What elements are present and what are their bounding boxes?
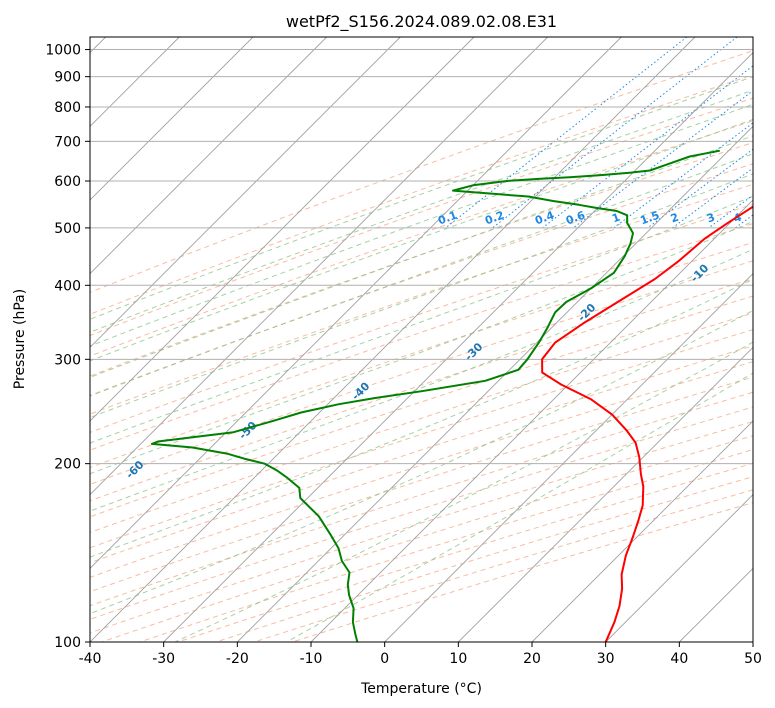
- dry-adiabat: [90, 345, 753, 564]
- dry-adiabat: [90, 74, 753, 315]
- x-tick-label: -10: [300, 651, 323, 667]
- moist-adiabat: [90, 153, 753, 397]
- y-tick-label: 200: [54, 457, 81, 473]
- mixing-ratio-label: 3: [705, 211, 717, 226]
- dry-adiabat: [90, 142, 753, 377]
- mixing-ratio-label: 0.2: [483, 209, 506, 228]
- y-tick-label: 300: [54, 352, 81, 368]
- mixing-ratio-label: 0.4: [533, 208, 556, 227]
- dry-adiabat: [90, 183, 753, 415]
- isotherm-line: [90, 37, 548, 496]
- mixing-ratio-label: 4: [732, 211, 744, 226]
- isotherm-line: [90, 37, 696, 642]
- grid-layer: [90, 37, 753, 642]
- mixing-ratio-line: [672, 167, 753, 229]
- moist-adiabat: [90, 103, 753, 347]
- dewpoint-profile-line: [150, 149, 720, 642]
- isotherm-line: [531, 420, 753, 642]
- x-tick-label: -30: [152, 651, 175, 667]
- y-axis-label: Pressure (hPa): [12, 289, 28, 389]
- isotherm-line: [605, 494, 753, 642]
- dry-adiabat: [90, 241, 753, 469]
- dry-adiabat: [90, 295, 753, 518]
- y-tick-label: 400: [54, 278, 81, 294]
- dry-adiabat: [90, 163, 753, 396]
- dry-adiabat: [90, 391, 753, 607]
- x-tick-label: 50: [744, 651, 762, 667]
- isotherm-line: [90, 37, 327, 275]
- y-tick-label: 500: [54, 221, 81, 237]
- mixing-ratio-label: 1: [610, 211, 622, 226]
- mixing-ratio-label: 0.1: [436, 209, 459, 228]
- moist-adiabat: [90, 89, 753, 333]
- moist-adiabat: [90, 220, 753, 475]
- x-tick-label: -20: [226, 651, 249, 667]
- mixing-ratio-line: [542, 65, 753, 229]
- mixing-ratio-label: 2: [669, 211, 681, 226]
- moist-adiabat: [90, 278, 753, 558]
- isotherm-line: [384, 273, 753, 642]
- x-tick-label: 20: [523, 651, 541, 667]
- y-tick-label: 800: [54, 100, 81, 116]
- dry-adiabat: [90, 329, 753, 549]
- moist-adiabat: [90, 309, 753, 615]
- mixing-ratio-line: [572, 90, 753, 229]
- mixing-ratio-label: 0.6: [564, 208, 587, 227]
- dry-adiabat: [90, 50, 753, 293]
- dry-adiabat: [90, 376, 753, 593]
- plot-frame: [89, 36, 754, 643]
- isotherm-line: [458, 346, 753, 642]
- temperature-profile-line: [541, 205, 753, 642]
- moist-adiabat: [90, 173, 753, 419]
- x-axis-label: Temperature (°C): [360, 681, 482, 697]
- y-tick-label: 100: [54, 635, 81, 651]
- isotherm-line: [90, 37, 622, 569]
- x-tick-label: 40: [670, 651, 688, 667]
- axis-layer: -40 -30 -20 -10 0 10 20 30 40 50 100 200 300 400 500 60…: [45, 43, 762, 667]
- x-tick-label: -40: [79, 651, 102, 667]
- isotherm-line: [163, 52, 753, 642]
- y-tick-label: 1000: [45, 43, 81, 59]
- x-tick-label: 10: [449, 651, 467, 667]
- isotherm-line: [90, 37, 254, 201]
- dry-adiabat: [90, 203, 753, 433]
- x-tick-label: 0: [380, 651, 389, 667]
- x-tick-label: 30: [597, 651, 615, 667]
- y-tick-label: 900: [54, 70, 81, 86]
- chart-title: wetPf2_S156.2024.089.02.08.E31: [286, 12, 557, 32]
- series-layer: [150, 149, 753, 642]
- mixing-ratio-label: 1.5: [638, 209, 661, 228]
- y-tick-label: 600: [54, 174, 81, 190]
- isotherm-line: [90, 37, 401, 348]
- moist-adiabat: [90, 195, 753, 444]
- y-tick-label: 700: [54, 134, 81, 150]
- isotherm-line: [310, 199, 753, 642]
- isotherm-line: [90, 37, 475, 422]
